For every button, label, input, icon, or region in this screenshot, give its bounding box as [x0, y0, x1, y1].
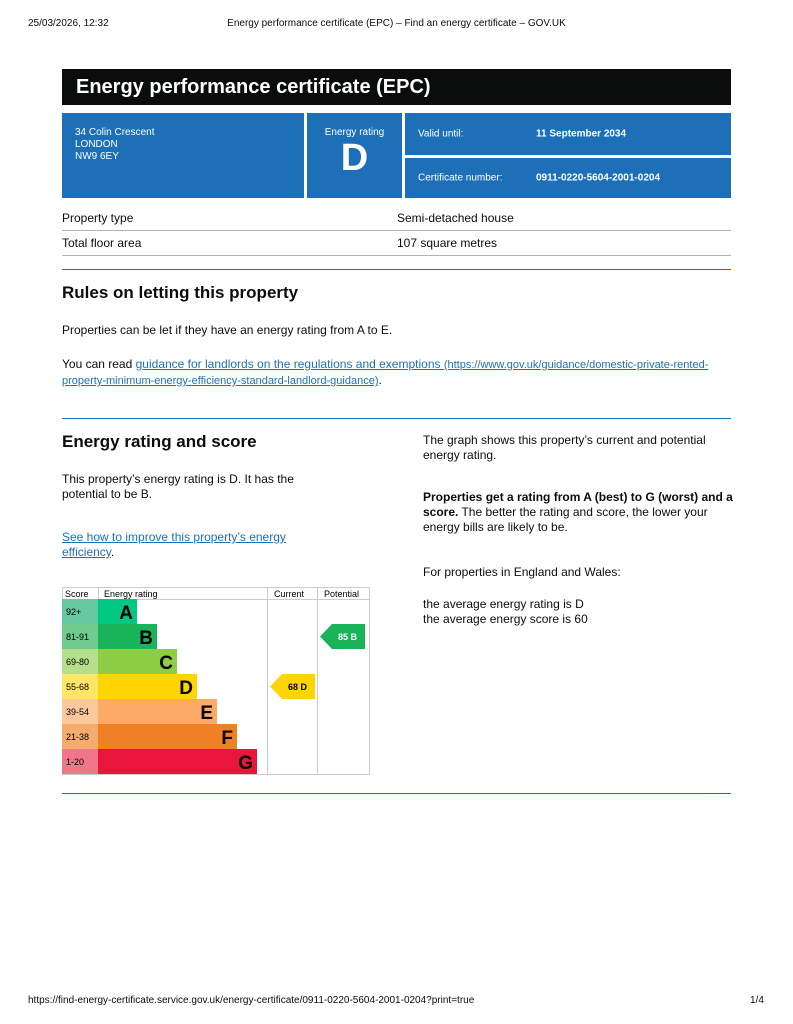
energy-rating-chart: Score Energy rating Current Potential 92+ A 81… — [62, 587, 370, 775]
rating-bar-C — [98, 649, 177, 674]
address-box: 34 Colin Crescent LONDON NW9 6EY — [62, 113, 304, 198]
address-line: 34 Colin Crescent — [75, 127, 155, 138]
divider — [62, 269, 731, 270]
improve-paragraph: See how to improve this property’s energ… — [62, 530, 332, 560]
landlord-guidance-link[interactable]: guidance for landlords on the regulation… — [62, 357, 709, 387]
rating-bar-G — [98, 749, 257, 774]
rating-letter: F — [221, 728, 233, 749]
property-value: Semi-detached house — [397, 211, 514, 225]
chart-header: Energy rating — [104, 589, 158, 599]
energy-rating-value: D — [340, 137, 369, 179]
rating-letter: B — [139, 628, 153, 649]
page-title: Energy performance certificate (EPC) — [62, 69, 731, 105]
rating-bar-A — [98, 599, 137, 624]
valid-until-label: Valid until: — [418, 128, 464, 140]
text: . — [378, 373, 382, 387]
score-range-label: 39-54 — [66, 707, 89, 717]
rating-bar-F — [98, 724, 237, 749]
certificate-number-label: Certificate number: — [418, 172, 503, 184]
energy-heading: Energy rating and score — [62, 432, 257, 451]
improve-efficiency-link[interactable]: See how to improve this property’s energ… — [62, 530, 286, 559]
text: You can read — [62, 357, 136, 371]
average-score: the average energy score is 60 — [423, 612, 588, 626]
valid-until-value: 11 September 2034 — [536, 128, 627, 140]
property-label: Property type — [62, 211, 134, 225]
divider — [62, 418, 731, 419]
property-row: Total floor area 107 square metres — [62, 231, 731, 256]
letting-guidance: You can read guidance for landlords on t… — [62, 357, 722, 389]
property-row: Property type Semi-detached house — [62, 206, 731, 231]
rating-letter: D — [179, 678, 193, 699]
average-rating: the average energy rating is D — [423, 597, 584, 611]
chart-header: Current — [274, 589, 305, 599]
score-range-cell-F — [62, 724, 98, 749]
print-page-count: 1/4 — [750, 995, 764, 1006]
print-page-title: Energy performance certificate (EPC) – F… — [227, 18, 566, 29]
score-range-cell-E — [62, 699, 98, 724]
letting-heading: Rules on letting this property — [62, 283, 299, 302]
property-value: 107 square metres — [397, 236, 498, 250]
current-rating-arrow — [270, 674, 315, 699]
score-range-label: 1-20 — [66, 757, 84, 767]
rating-letter: A — [119, 603, 133, 624]
energy-rating-box: Energy rating D — [307, 113, 402, 198]
print-datetime: 25/03/2026, 12:32 — [28, 18, 109, 29]
certificate-number-box: Certificate number: 0911-0220-5604-2001-0… — [405, 158, 731, 198]
rating-letter: G — [238, 753, 253, 774]
print-url: https://find-energy-certificate.service.… — [28, 995, 475, 1006]
score-range-cell-G — [62, 749, 98, 774]
rating-bar-D — [98, 674, 197, 699]
energy-text: This property’s energy rating is D. It h… — [62, 472, 294, 501]
potential-rating-arrow — [320, 624, 365, 649]
rating-explanation: Properties get a rating from A (best) to… — [423, 490, 733, 534]
address-line: LONDON — [75, 139, 118, 150]
rating-bar-B — [98, 624, 157, 649]
potential-rating-label: 85 B — [338, 632, 358, 642]
score-range-cell-D — [62, 674, 98, 699]
score-range-cell-B — [62, 624, 98, 649]
property-label: Total floor area — [62, 236, 142, 250]
chart-header: Potential — [324, 589, 359, 599]
score-range-label: 81-91 — [66, 632, 89, 642]
region-text: For properties in England and Wales: — [423, 565, 621, 579]
rating-bar-E — [98, 699, 217, 724]
rating-letter: E — [200, 703, 213, 724]
score-range-label: 69-80 — [66, 657, 89, 667]
score-range-cell-A — [62, 599, 98, 624]
rating-letter: C — [159, 653, 173, 674]
score-range-label: 92+ — [66, 607, 81, 617]
energy-rating-label: Energy rating — [324, 127, 385, 138]
graph-description: The graph shows this property’s current … — [423, 433, 706, 462]
score-range-cell-C — [62, 649, 98, 674]
letting-text: Properties can be let if they have an en… — [62, 323, 393, 337]
certificate-number-value: 0911-0220-5604-2001-0204 — [536, 172, 660, 184]
valid-until-box: Valid until: 11 September 2034 — [405, 113, 731, 155]
score-range-label: 21-38 — [66, 732, 89, 742]
address-line: NW9 6EY — [75, 151, 119, 162]
chart-header: Score — [65, 589, 89, 599]
current-rating-label: 68 D — [288, 682, 308, 692]
text: . — [110, 545, 115, 559]
divider — [62, 793, 731, 794]
score-range-label: 55-68 — [66, 682, 89, 692]
